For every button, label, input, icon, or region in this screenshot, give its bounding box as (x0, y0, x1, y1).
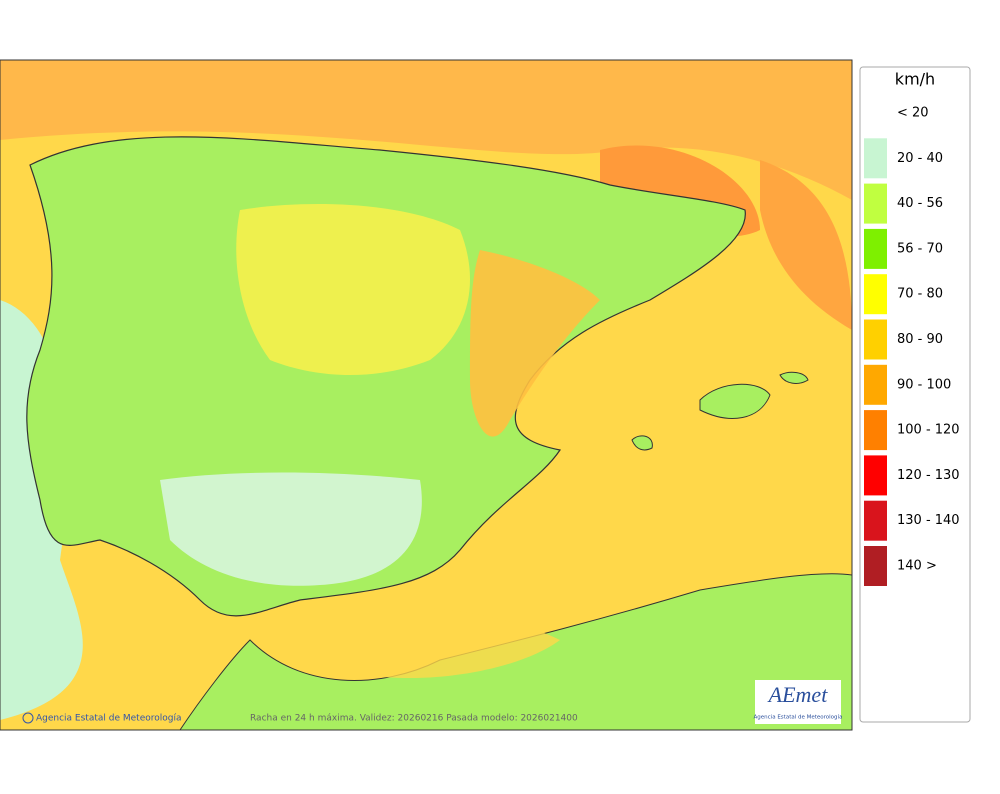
legend-label: 120 - 130 (897, 468, 960, 483)
legend-swatch (864, 183, 887, 224)
legend: km/h < 20 20 - 40 40 - 56 56 - 70 70 - 80 80 … (859, 66, 971, 723)
legend-label: 70 - 80 (897, 287, 943, 302)
logo-subtitle: Agencia Estatal de Meteorología (754, 714, 843, 721)
legend-label: 56 - 70 (897, 241, 943, 256)
ibiza (631, 435, 653, 451)
legend-swatch (864, 228, 887, 269)
legend-swatch (864, 410, 887, 451)
legend-label: 40 - 56 (897, 196, 943, 211)
credit-text: Agencia Estatal de Meteorología (36, 714, 182, 724)
mallorca (699, 383, 771, 419)
legend-swatch (864, 274, 887, 315)
legend-label: 90 - 100 (897, 377, 951, 392)
map (0, 59, 853, 731)
iberian-range-zone (470, 250, 600, 437)
logo-name: AEmet (767, 682, 829, 707)
legend-label: 20 - 40 (897, 151, 943, 166)
guadalquivir-zone (160, 472, 422, 586)
legend-swatch (864, 455, 887, 496)
alboran-zone (330, 606, 560, 679)
legend-label: 140 > (897, 559, 937, 574)
east-sea-zone (760, 160, 852, 330)
north-sea-zone (0, 60, 852, 200)
copyright-icon (22, 712, 34, 724)
logo-box (755, 680, 841, 724)
caption-text: Racha en 24 h máxima. Validez: 20260216 … (250, 714, 578, 724)
map-frame (0, 59, 853, 731)
legend-label: 80 - 90 (897, 332, 943, 347)
legend-swatch (864, 546, 887, 586)
legend-swatch (864, 319, 887, 360)
footer: Agencia Estatal de Meteorología Racha en… (22, 712, 578, 724)
legend-box (859, 66, 971, 723)
legend-label: 100 - 120 (897, 423, 960, 438)
legend-title: km/h (895, 70, 935, 89)
legend-label: < 20 (897, 106, 929, 121)
legend-swatch (864, 138, 887, 179)
logo: AEmet Agencia Estatal de Meteorología (754, 680, 843, 724)
legend-swatch (864, 500, 887, 541)
legend-label: 130 - 140 (897, 513, 960, 528)
legend-swatch (864, 364, 887, 405)
central-plateau-zone (236, 204, 470, 375)
menorca (779, 371, 809, 384)
